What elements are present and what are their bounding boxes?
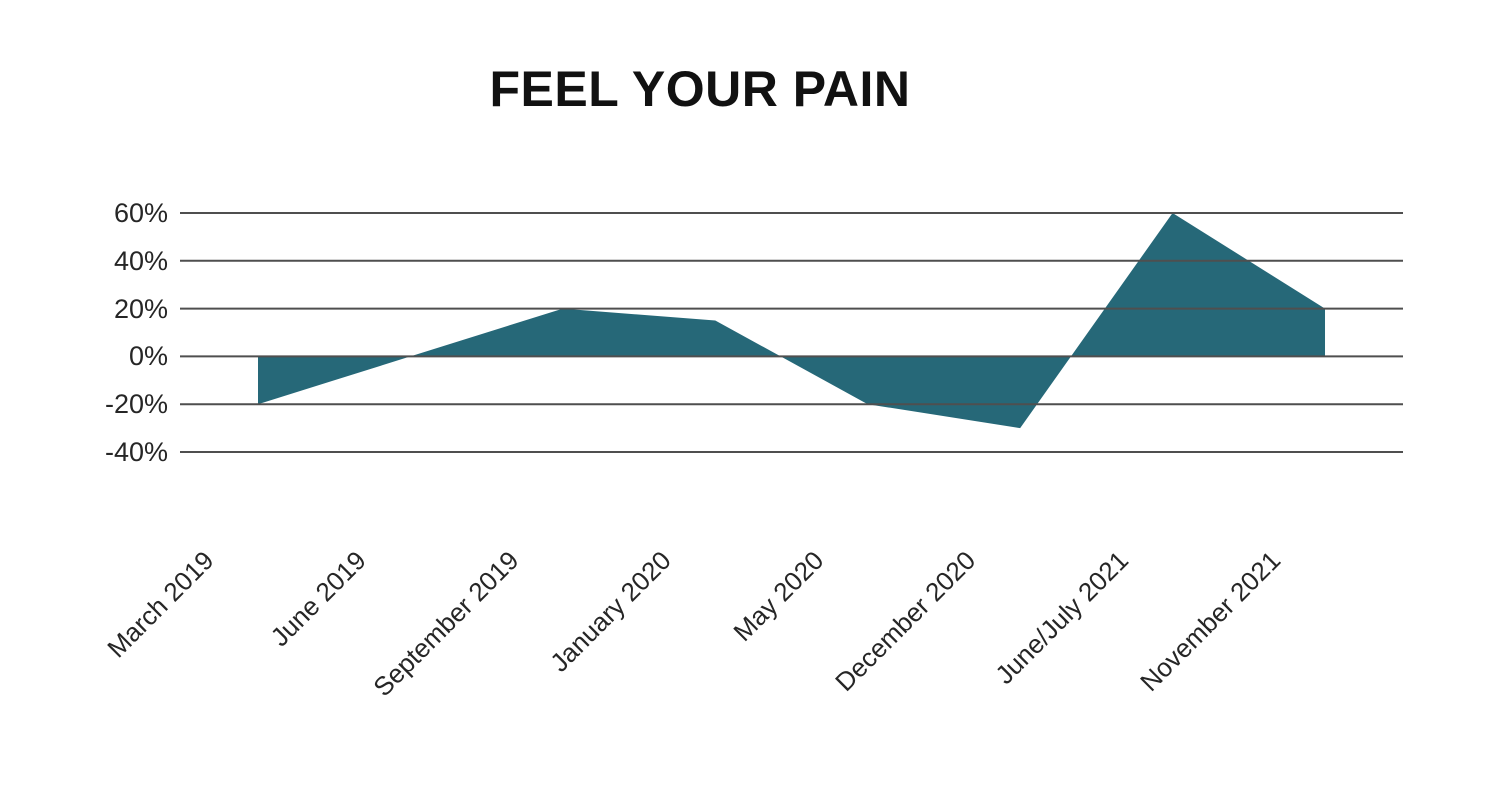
chart-title: FEEL YOUR PAIN (489, 61, 911, 117)
area-series-fill (258, 213, 1326, 429)
y-tick-label: -20% (104, 389, 168, 420)
y-tick-label: -40% (104, 437, 168, 467)
y-tick-label: 40% (113, 245, 168, 276)
y-tick-label: 0% (128, 341, 168, 372)
y-tick-label: 60% (113, 198, 168, 228)
y-tick-label: 20% (113, 293, 168, 324)
